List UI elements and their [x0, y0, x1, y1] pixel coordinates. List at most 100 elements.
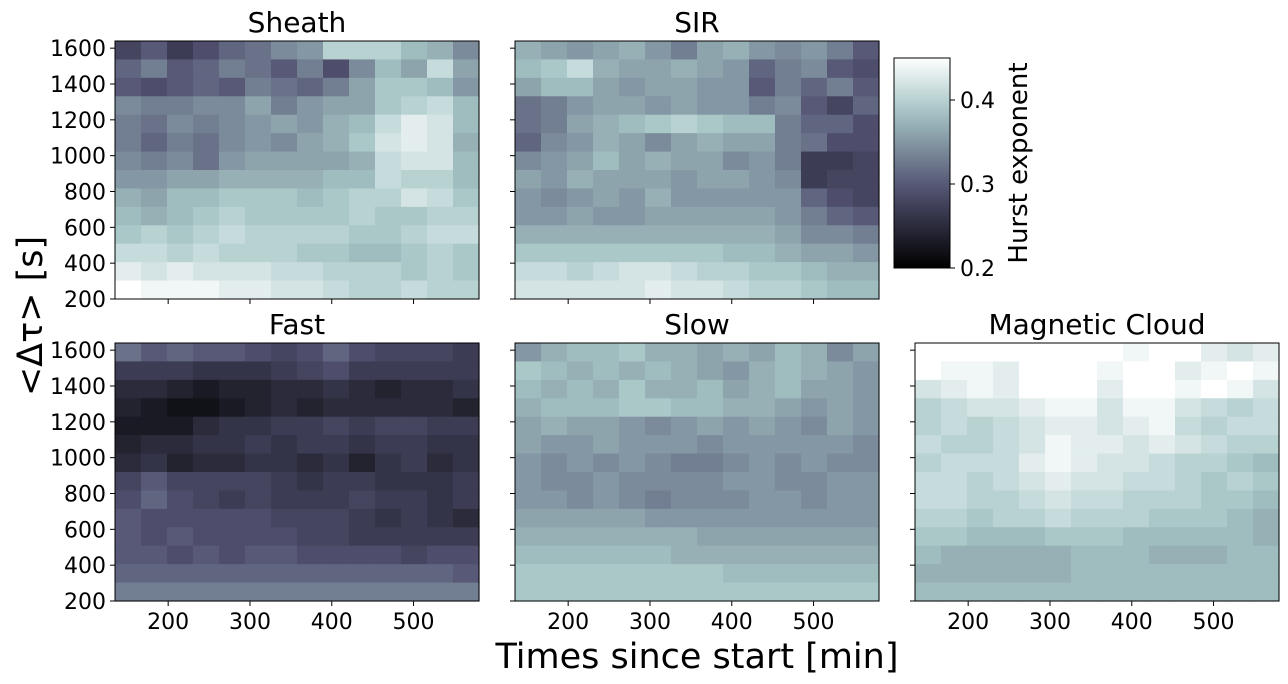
heatmap-cell: [245, 206, 272, 226]
heatmap-cell: [297, 225, 324, 245]
heatmap-cell: [1071, 582, 1098, 602]
heatmap-cell: [141, 527, 168, 547]
heatmap-cell: [853, 453, 880, 473]
heatmap-cell: [297, 96, 324, 116]
heatmap-cell: [619, 527, 646, 547]
heatmap-cell: [853, 114, 880, 134]
heatmap-cell: [801, 508, 828, 528]
heatmap-cell: [967, 361, 994, 381]
heatmap-cell: [375, 545, 402, 565]
heatmap-cell: [1045, 490, 1072, 510]
heatmap-cell: [167, 41, 194, 61]
x-tick-label: 400: [1111, 610, 1153, 635]
heatmap-cell: [723, 170, 750, 190]
heatmap-cell: [671, 416, 698, 436]
heatmap-cell: [375, 133, 402, 153]
heatmap-cell: [271, 151, 298, 171]
heatmap-cell: [245, 361, 272, 381]
heatmap-cell: [245, 262, 272, 282]
heatmap-cell: [141, 96, 168, 116]
heatmap-cell: [427, 582, 454, 602]
heatmap-cell: [567, 188, 594, 208]
heatmap-cell: [115, 582, 142, 602]
heatmap-cell: [775, 379, 802, 399]
heatmap-cell: [375, 262, 402, 282]
heatmap-cell: [645, 379, 672, 399]
heatmap-cell: [967, 398, 994, 418]
heatmap-cell: [323, 188, 350, 208]
heatmap-cell: [1201, 582, 1228, 602]
heatmap-cell: [1253, 472, 1280, 492]
heatmap-cell: [193, 582, 220, 602]
heatmap-cell: [619, 564, 646, 584]
heatmap-cell: [1071, 472, 1098, 492]
heatmap-cell: [915, 361, 942, 381]
heatmap-cell: [453, 59, 480, 79]
x-tick-label: 200: [547, 610, 589, 635]
heatmap-cell: [671, 188, 698, 208]
heatmap-cell: [749, 343, 776, 363]
heatmap-cell: [1253, 490, 1280, 510]
y-tick-label: 600: [64, 216, 106, 241]
heatmap-cell: [915, 582, 942, 602]
x-tick-label: 400: [711, 610, 753, 635]
heatmap-cell: [1227, 416, 1254, 436]
heatmap-cell: [515, 188, 542, 208]
heatmap-cell: [515, 453, 542, 473]
heatmap-cell: [1201, 453, 1228, 473]
heatmap-cell: [541, 527, 568, 547]
heatmap-cell: [915, 472, 942, 492]
heatmap-cell: [219, 472, 246, 492]
heatmap-cell: [749, 77, 776, 97]
heatmap-cell: [593, 225, 620, 245]
heatmap-cell: [427, 133, 454, 153]
heatmap-cell: [827, 379, 854, 399]
heatmap-cell: [671, 453, 698, 473]
heatmap-cell: [967, 545, 994, 565]
heatmap-panels: Sheath 200 400 600 800 1000 1200 1400 1600 SIR Fas…: [50, 6, 1280, 635]
heatmap-cell: [697, 527, 724, 547]
heatmap-cell: [593, 527, 620, 547]
heatmap-cell: [297, 59, 324, 79]
heatmap-cell: [453, 379, 480, 399]
heatmap-cell: [297, 508, 324, 528]
heatmap-cell: [167, 508, 194, 528]
heatmap-cell: [167, 582, 194, 602]
heatmap-cell: [453, 490, 480, 510]
heatmap-cell: [427, 225, 454, 245]
heatmap-cell: [453, 77, 480, 97]
heatmap-cell: [1149, 582, 1176, 602]
heatmap-cell: [1227, 398, 1254, 418]
heatmap-cell: [219, 114, 246, 134]
heatmap-cell: [271, 545, 298, 565]
heatmap-cell: [775, 77, 802, 97]
heatmap-cell: [297, 114, 324, 134]
heatmap-cell: [723, 262, 750, 282]
heatmap-cell: [271, 225, 298, 245]
heatmap-cell: [567, 453, 594, 473]
heatmap-cell: [697, 41, 724, 61]
heatmap-cell: [1253, 361, 1280, 381]
heatmap-cell: [541, 416, 568, 436]
heatmap-cell: [115, 545, 142, 565]
heatmap-cell: [593, 398, 620, 418]
shared-y-axis-label: <Δτ> [s]: [11, 236, 51, 396]
heatmap-cell: [515, 398, 542, 418]
heatmap-cell: [297, 582, 324, 602]
heatmap-cell: [619, 188, 646, 208]
heatmap-cell: [167, 59, 194, 79]
heatmap-cell: [219, 77, 246, 97]
heatmap-cell: [775, 508, 802, 528]
heatmap-cell: [271, 379, 298, 399]
heatmap-cell: [453, 472, 480, 492]
heatmap-cell: [1071, 490, 1098, 510]
heatmap-cell: [853, 280, 880, 300]
heatmap-cell: [723, 151, 750, 171]
panel-frame: [114, 40, 480, 300]
heatmap-cell: [993, 508, 1020, 528]
heatmap-cell: [915, 545, 942, 565]
heatmap-cell: [323, 225, 350, 245]
heatmap-cell: [1097, 545, 1124, 565]
heatmap-cell: [245, 41, 272, 61]
panel-fast: Fast 200 300 400 500 200 400 600 800 1000 1200 1400…: [50, 308, 480, 635]
